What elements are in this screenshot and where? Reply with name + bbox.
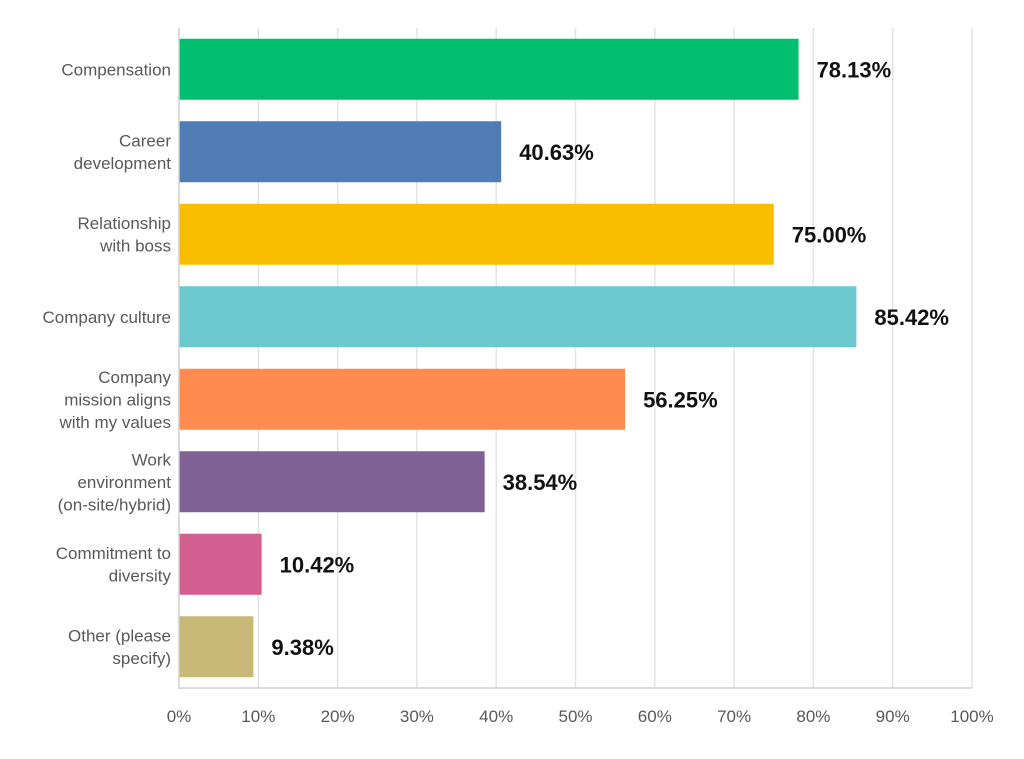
x-tick-label: 50%: [558, 707, 592, 726]
category-label-line: Career: [119, 132, 171, 151]
x-tick-label: 90%: [876, 707, 910, 726]
category-label-line: Work: [132, 450, 172, 469]
x-tick-label: 100%: [950, 707, 993, 726]
x-tick-label: 80%: [796, 707, 830, 726]
data-label: 75.00%: [792, 222, 867, 247]
bar: [179, 451, 485, 513]
category-label-line: diversity: [109, 567, 172, 586]
category-label: Company mission aligns with my values: [59, 368, 172, 432]
category-label: Commitment to diversity: [56, 544, 172, 586]
bar: [179, 121, 502, 183]
data-label: 85.42%: [874, 305, 949, 330]
category-label-line: Relationship: [77, 214, 171, 233]
bar: [179, 533, 262, 595]
bar: [179, 286, 857, 348]
category-label-line: Company: [98, 368, 171, 387]
labels: 0% 10% 20% 30% 40% 50% 60% 70% 80% 90% 100% 78.13% C…: [42, 57, 993, 726]
category-label: Company culture: [42, 308, 171, 327]
bar: [179, 38, 799, 100]
x-tick-label: 10%: [241, 707, 275, 726]
data-label: 10.42%: [280, 552, 355, 577]
category-label-line: mission aligns: [64, 390, 171, 409]
x-tick-label: 30%: [400, 707, 434, 726]
bar: [179, 616, 254, 678]
category-label-line: specify): [112, 649, 171, 668]
category-label: Work environment (on-site/hybrid): [58, 450, 172, 514]
category-label-line: with my values: [59, 413, 171, 432]
category-label-line: Commitment to: [56, 544, 171, 563]
axes: [178, 28, 972, 689]
x-tick-label: 20%: [321, 707, 355, 726]
bar: [179, 203, 774, 265]
data-label: 40.63%: [519, 140, 594, 165]
category-label-line: Company culture: [42, 308, 171, 327]
bar: [179, 368, 626, 430]
x-tick-label: 0%: [167, 707, 192, 726]
data-label: 56.25%: [643, 387, 718, 412]
data-label: 9.38%: [271, 635, 333, 660]
x-tick-label: 40%: [479, 707, 513, 726]
category-label: Other (please specify): [68, 627, 171, 669]
data-label: 78.13%: [817, 57, 892, 82]
category-label-line: (on-site/hybrid): [58, 495, 171, 514]
x-tick-label: 70%: [717, 707, 751, 726]
bars: [179, 38, 857, 678]
category-label-line: development: [74, 154, 172, 173]
data-label: 38.54%: [503, 470, 578, 495]
category-label-line: Compensation: [61, 60, 171, 79]
x-tick-label: 60%: [638, 707, 672, 726]
category-label-line: environment: [77, 473, 171, 492]
category-label-line: Other (please: [68, 627, 171, 646]
category-label: Compensation: [61, 60, 171, 79]
category-label: Career development: [74, 132, 172, 174]
category-label-line: with boss: [99, 237, 171, 256]
category-label: Relationship with boss: [77, 214, 171, 256]
